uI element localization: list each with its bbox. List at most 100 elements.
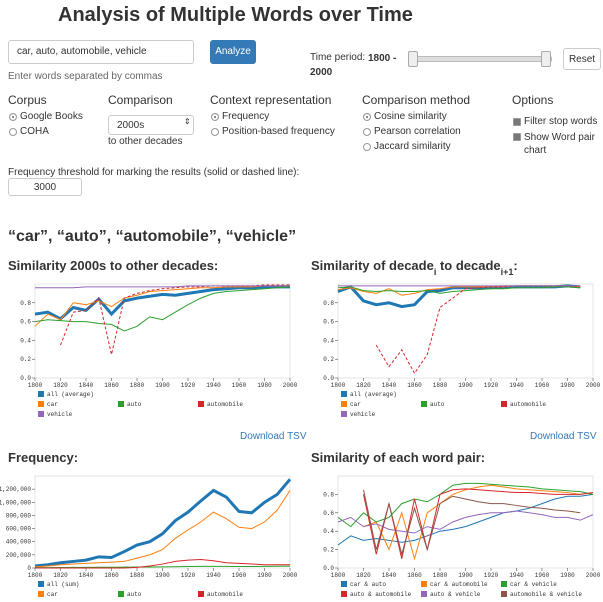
legend-label: automobile <box>207 401 243 408</box>
radio-option[interactable]: Google Books <box>8 111 83 122</box>
x-tick-label: 1900 <box>155 572 170 579</box>
y-tick-label: 0.2 <box>323 547 334 554</box>
x-tick-label: 1840 <box>382 572 397 579</box>
y-tick-label: 0.8 <box>323 300 334 307</box>
chart-title: Frequency: <box>8 450 78 465</box>
x-tick-label: 1880 <box>130 572 145 579</box>
comparison-select[interactable]: 2000s <box>108 115 194 135</box>
chart: Frequency: 0 200,000 400,000 600,000 800,000 1… <box>0 450 298 598</box>
x-tick-label: 2000 <box>586 382 601 389</box>
x-tick-label: 2000 <box>283 382 298 389</box>
x-tick-label: 1980 <box>257 382 272 389</box>
page-title: Analysis of Multiple Words over Time <box>58 4 413 26</box>
x-tick-label: 1940 <box>206 572 221 579</box>
download-link[interactable]: Download TSV <box>240 431 307 442</box>
legend-swatch <box>198 591 204 597</box>
legend-label: automobile <box>207 591 243 598</box>
x-tick-label: 1960 <box>232 382 247 389</box>
series-line <box>337 493 594 546</box>
legend-swatch <box>38 411 44 417</box>
y-tick-label: 0.4 <box>323 528 334 535</box>
series-line <box>35 285 290 289</box>
series-line <box>34 565 291 569</box>
slider-track[interactable] <box>412 56 552 62</box>
radio-option[interactable]: Position-based frequency <box>210 126 335 137</box>
x-tick-label: 1800 <box>28 382 43 389</box>
legend-swatch <box>421 591 427 597</box>
y-tick-label: 0.6 <box>323 510 334 517</box>
results-heading: “car”, “auto”, “automobile”, “vehicle” <box>8 228 297 245</box>
legend-swatch <box>38 401 44 407</box>
x-tick-label: 1800 <box>28 572 43 579</box>
legend-label: vehicle <box>47 411 73 418</box>
y-tick-label: 0.0 <box>20 375 31 382</box>
y-tick-label: 0.8 <box>323 491 334 498</box>
radio-option[interactable]: Jaccard similarity <box>362 141 451 152</box>
legend-label: car & automobile <box>430 581 488 588</box>
title-part: : <box>513 258 517 273</box>
legend-label: car & vehicle <box>510 581 557 588</box>
y-tick-label: 600,000 <box>6 526 32 533</box>
radio-option[interactable]: COHA <box>8 126 49 137</box>
y-tick-label: 0.2 <box>323 356 334 363</box>
y-tick-label: 1,000,000 <box>0 499 31 506</box>
title-part: to decade <box>436 258 500 273</box>
chart-title: Similarity of decadei to decadei+1: <box>311 258 518 277</box>
analyze-button[interactable]: Analyze <box>210 40 256 64</box>
series-line <box>34 490 291 568</box>
x-tick-label: 1980 <box>560 382 575 389</box>
y-tick-label: 400,000 <box>6 539 32 546</box>
x-tick-label: 1800 <box>331 382 346 389</box>
title-part: i <box>434 267 437 277</box>
x-tick-label: 1900 <box>155 382 170 389</box>
legend-swatch <box>421 401 427 407</box>
x-tick-label: 1920 <box>484 382 499 389</box>
y-tick-label: 0.2 <box>20 356 31 363</box>
legend-swatch <box>341 401 347 407</box>
x-tick-label: 1820 <box>356 572 371 579</box>
plot-frame <box>34 475 291 569</box>
x-tick-label: 1860 <box>407 382 422 389</box>
y-tick-label: 0 <box>27 565 31 572</box>
download-link[interactable]: Download TSV <box>530 431 597 442</box>
x-tick-label: 1940 <box>509 382 524 389</box>
legend-swatch <box>118 591 124 597</box>
x-tick-label: 1940 <box>509 572 524 579</box>
legend-label: car <box>47 591 58 598</box>
radio-option[interactable]: Frequency <box>210 111 269 122</box>
y-tick-label: 0.8 <box>20 300 31 307</box>
legend-swatch <box>421 581 427 587</box>
radio-option[interactable]: Cosine similarity <box>362 111 447 122</box>
checkbox-option[interactable]: Show Word pair chart <box>512 131 602 157</box>
legend-swatch <box>341 411 347 417</box>
word-input[interactable]: car, auto, automobile, vehicle <box>8 40 194 64</box>
slider-handle[interactable] <box>541 51 551 67</box>
legend-label: automobile & vehicle <box>510 591 582 598</box>
checkbox-option[interactable]: Filter stop words <box>512 116 597 127</box>
x-tick-label: 1860 <box>407 572 422 579</box>
threshold-input[interactable]: 3000 <box>8 178 82 196</box>
reset-button[interactable]: Reset <box>563 48 601 70</box>
series-line <box>34 478 292 568</box>
x-tick-label: 1920 <box>181 572 196 579</box>
legend-swatch <box>501 581 507 587</box>
x-tick-label: 1900 <box>458 382 473 389</box>
radio-option[interactable]: Pearson correlation <box>362 126 461 137</box>
slider-handle[interactable] <box>408 51 418 67</box>
legend-label: all (average) <box>350 391 397 398</box>
series-line <box>337 510 594 534</box>
legend-label: auto & automobile <box>350 591 412 598</box>
title-part: i+1 <box>501 267 514 277</box>
y-tick-label: 0.0 <box>323 565 334 572</box>
y-tick-label: 0.6 <box>20 319 31 326</box>
x-tick-label: 1920 <box>484 572 499 579</box>
legend-swatch <box>198 401 204 407</box>
y-tick-label: 200,000 <box>6 552 32 559</box>
x-tick-label: 1960 <box>535 572 550 579</box>
series-line <box>337 284 581 309</box>
series-line <box>34 285 290 321</box>
legend-label: car <box>350 401 361 408</box>
legend-label: auto <box>430 401 445 408</box>
legend-label: auto <box>127 591 142 598</box>
